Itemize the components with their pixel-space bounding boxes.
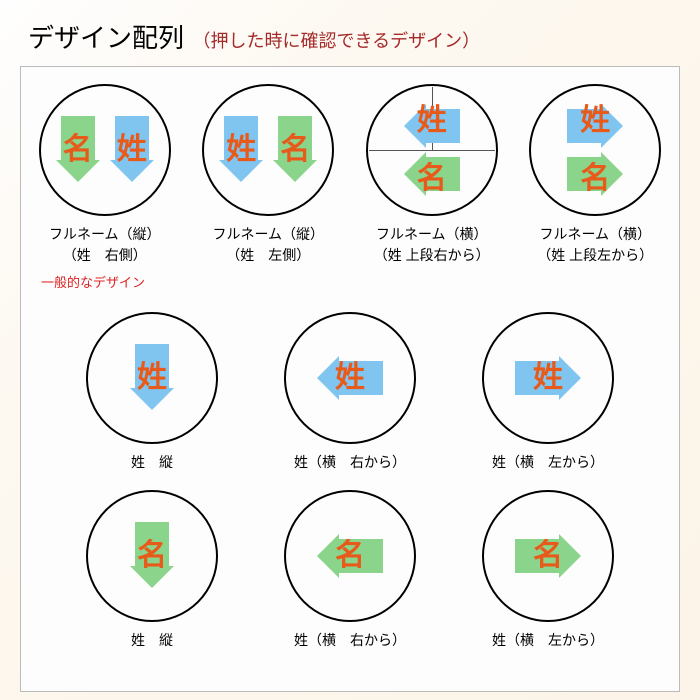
row-sei: 姓 姓 縦 姓 姓（横 右から） 姓 姓（横 左から） — [27, 305, 673, 473]
char-mei: 名 — [335, 541, 365, 571]
stamp-circle: 姓 — [482, 312, 614, 444]
char-mei: 名 — [137, 541, 167, 571]
char-sei: 姓 — [335, 363, 365, 393]
design-panel: 名 姓 フルネーム（縦） （姓 右側） 姓 名 フルネーム（縦） （姓 左側） — [20, 66, 680, 692]
caption: 姓（横 左から） — [453, 452, 643, 473]
caption: 姓 縦 — [57, 630, 247, 651]
common-design-note: 一般的なデザイン — [27, 272, 673, 291]
caption: フルネーム（縦） （姓 左側） — [191, 224, 347, 266]
char-sei: 姓 — [117, 135, 147, 165]
row-fullname: 名 姓 フルネーム（縦） （姓 右側） 姓 名 フルネーム（縦） （姓 左側） — [27, 77, 673, 266]
caption: フルネーム（縦） （姓 右側） — [27, 224, 183, 266]
page-subtitle: （押した時に確認できるデザイン） — [192, 31, 480, 51]
stamp-circle: 姓 — [86, 312, 218, 444]
cell-mei-vert: 名 姓 縦 — [57, 483, 247, 651]
caption: 姓 縦 — [57, 452, 247, 473]
cell-fullname-horiz-left: 姓 名 フルネーム（横） （姓 上段左から） — [518, 77, 674, 266]
stamp-circle: 姓 名 — [529, 84, 661, 216]
cell-mei-horiz-left: 名 姓（横 左から） — [453, 483, 643, 651]
char-mei: 名 — [280, 135, 310, 165]
cell-sei-vert: 姓 姓 縦 — [57, 305, 247, 473]
char-mei: 名 — [580, 164, 610, 194]
char-mei: 名 — [533, 541, 563, 571]
caption: 姓（横 右から） — [255, 452, 445, 473]
char-sei: 姓 — [137, 363, 167, 393]
stamp-circle: 姓 — [284, 312, 416, 444]
page-title: デザイン配列 — [28, 23, 184, 53]
cell-sei-horiz-left: 姓 姓（横 左から） — [453, 305, 643, 473]
char-sei: 姓 — [417, 106, 447, 136]
row-mei: 名 姓 縦 名 姓（横 右から） 名 姓（横 左から） — [27, 483, 673, 651]
cell-fullname-horiz-right: 姓 名 フルネーム（横） （姓 上段右から） — [354, 77, 510, 266]
cell-fullname-vert-sei-right: 名 姓 フルネーム（縦） （姓 右側） — [27, 77, 183, 266]
stamp-circle: 姓 名 — [366, 84, 498, 216]
stamp-circle: 名 姓 — [39, 84, 171, 216]
cell-mei-horiz-right: 名 姓（横 右から） — [255, 483, 445, 651]
char-sei: 姓 — [533, 363, 563, 393]
char-mei: 名 — [63, 135, 93, 165]
cell-fullname-vert-sei-left: 姓 名 フルネーム（縦） （姓 左側） — [191, 77, 347, 266]
stamp-circle: 名 — [284, 490, 416, 622]
caption: 姓（横 右から） — [255, 630, 445, 651]
caption: フルネーム（横） （姓 上段右から） — [354, 224, 510, 266]
stamp-circle: 名 — [86, 490, 218, 622]
char-sei: 姓 — [226, 135, 256, 165]
stamp-circle: 名 — [482, 490, 614, 622]
char-mei: 名 — [417, 164, 447, 194]
caption: 姓（横 左から） — [453, 630, 643, 651]
char-sei: 姓 — [580, 106, 610, 136]
divider-h — [369, 150, 495, 151]
caption: フルネーム（横） （姓 上段左から） — [518, 224, 674, 266]
header: デザイン配列 （押した時に確認できるデザイン） — [0, 0, 700, 60]
stamp-circle: 姓 名 — [202, 84, 334, 216]
cell-sei-horiz-right: 姓 姓（横 右から） — [255, 305, 445, 473]
